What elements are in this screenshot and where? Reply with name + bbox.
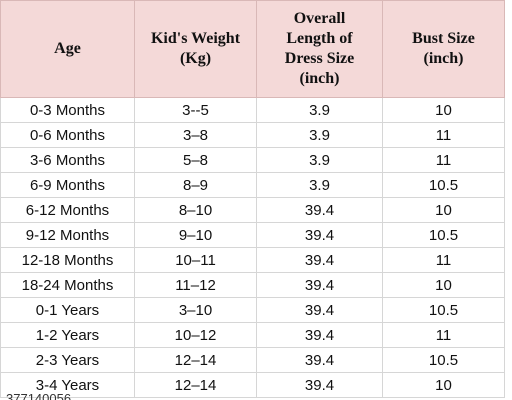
cell-length: 39.4	[256, 372, 383, 398]
cell-bust: 10	[382, 372, 505, 398]
cell-bust: 10	[382, 272, 505, 298]
header-weight: Kid's Weight (Kg)	[134, 0, 257, 98]
cell-length: 39.4	[256, 197, 383, 223]
header-length: Overall Length of Dress Size (inch)	[256, 0, 383, 98]
cell-weight: 10–11	[134, 247, 257, 273]
cell-weight: 5–8	[134, 147, 257, 173]
cell-weight: 9–10	[134, 222, 257, 248]
table-row: 9-12 Months 9–10 39.4 10.5	[0, 222, 505, 248]
cell-bust: 10.5	[382, 222, 505, 248]
cell-weight: 12–14	[134, 347, 257, 373]
header-bust-unit: (inch)	[423, 50, 464, 67]
cell-length: 3.9	[256, 97, 383, 123]
table-row: 18-24 Months 11–12 39.4 10	[0, 272, 505, 298]
table-row: 6-12 Months 8–10 39.4 10	[0, 197, 505, 223]
table-row: 3-6 Months 5–8 3.9 11	[0, 147, 505, 173]
table-row: 2-3 Years 12–14 39.4 10.5	[0, 347, 505, 373]
table-header: Age Kid's Weight (Kg) Overall Length of …	[0, 0, 505, 98]
cell-weight: 12–14	[134, 372, 257, 398]
table-row: 0-1 Years 3–10 39.4 10.5	[0, 297, 505, 323]
header-length-line: Length of	[286, 30, 353, 47]
cell-age: 3-4 Years	[0, 372, 135, 398]
cell-length: 3.9	[256, 122, 383, 148]
table-row: 12-18 Months 10–11 39.4 11	[0, 247, 505, 273]
header-bust-line: Bust Size	[412, 30, 475, 47]
cell-length: 39.4	[256, 247, 383, 273]
cell-bust: 10.5	[382, 297, 505, 323]
cell-age: 18-24 Months	[0, 272, 135, 298]
cell-length: 39.4	[256, 297, 383, 323]
table-body: 0-3 Months 3--5 3.9 10 0-6 Months 3–8 3.9 11 3-6…	[0, 97, 505, 398]
header-age-line: Age	[54, 40, 81, 57]
cell-age: 0-3 Months	[0, 97, 135, 123]
cell-bust: 11	[382, 122, 505, 148]
cell-weight: 11–12	[134, 272, 257, 298]
footer-number: 377140056	[6, 391, 72, 400]
cell-bust: 10.5	[382, 347, 505, 373]
cell-age: 6-9 Months	[0, 172, 135, 198]
cell-weight: 8–10	[134, 197, 257, 223]
cell-bust: 11	[382, 322, 505, 348]
cell-length: 39.4	[256, 347, 383, 373]
cell-length: 39.4	[256, 322, 383, 348]
table-row: 3-4 Years 12–14 39.4 10	[0, 372, 505, 398]
header-length-line: Dress Size	[284, 50, 355, 67]
cell-bust: 10	[382, 97, 505, 123]
header-weight-line: Kid's Weight	[150, 30, 241, 47]
cell-age: 2-3 Years	[0, 347, 135, 373]
cell-weight: 10–12	[134, 322, 257, 348]
cell-age: 9-12 Months	[0, 222, 135, 248]
cell-age: 0-1 Years	[0, 297, 135, 323]
cell-bust: 10.5	[382, 172, 505, 198]
cell-weight: 3--5	[134, 97, 257, 123]
cell-length: 39.4	[256, 222, 383, 248]
header-length-unit: (inch)	[299, 70, 340, 87]
cell-length: 39.4	[256, 272, 383, 298]
header-age: Age	[0, 0, 135, 98]
cell-bust: 10	[382, 197, 505, 223]
cell-age: 6-12 Months	[0, 197, 135, 223]
header-bust: Bust Size (inch)	[382, 0, 505, 98]
cell-length: 3.9	[256, 172, 383, 198]
cell-age: 3-6 Months	[0, 147, 135, 173]
header-length-line: Overall	[293, 10, 346, 27]
table-row: 6-9 Months 8–9 3.9 10.5	[0, 172, 505, 198]
table-row: 0-3 Months 3--5 3.9 10	[0, 97, 505, 123]
cell-bust: 11	[382, 247, 505, 273]
header-weight-unit: (Kg)	[179, 50, 212, 67]
cell-age: 1-2 Years	[0, 322, 135, 348]
cell-age: 12-18 Months	[0, 247, 135, 273]
cell-length: 3.9	[256, 147, 383, 173]
cell-age: 0-6 Months	[0, 122, 135, 148]
cell-bust: 11	[382, 147, 505, 173]
table-row: 1-2 Years 10–12 39.4 11	[0, 322, 505, 348]
header-row: Age Kid's Weight (Kg) Overall Length of …	[0, 0, 505, 98]
table-row: 0-6 Months 3–8 3.9 11	[0, 122, 505, 148]
cell-weight: 3–8	[134, 122, 257, 148]
cell-weight: 8–9	[134, 172, 257, 198]
cell-weight: 3–10	[134, 297, 257, 323]
